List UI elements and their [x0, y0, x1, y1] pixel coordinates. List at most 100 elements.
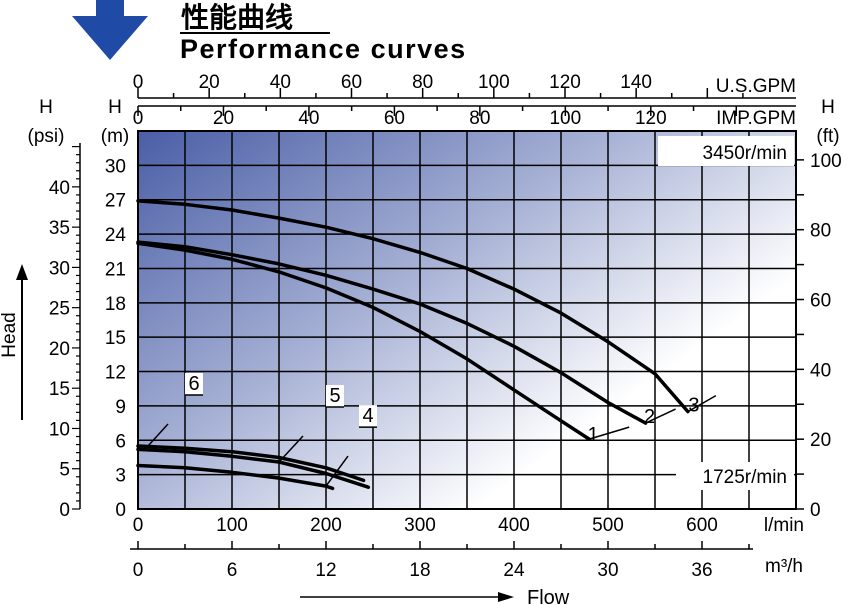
- head-psi-tick-label: 15: [49, 379, 70, 400]
- speed-low-label-box: [676, 462, 794, 490]
- impgpm-tick-label: 40: [298, 108, 319, 129]
- curve-4-label-box: [359, 405, 377, 428]
- head-psi-tick-label: 40: [49, 178, 70, 199]
- impgpm-axis-label: IMP.GPM: [716, 108, 796, 129]
- head-m-tick-label: 9: [115, 397, 126, 418]
- head-psi-tick-label: 25: [49, 299, 70, 320]
- head-m-tick-label: 18: [105, 294, 126, 315]
- m3h-tick-label: 12: [315, 560, 336, 581]
- impgpm-tick-label: 120: [635, 108, 667, 129]
- head-m-tick-label: 3: [115, 466, 126, 487]
- m3h-tick-label: 18: [409, 560, 430, 581]
- speed-low-label: 1725r/min: [703, 467, 788, 488]
- curve-6: [136, 444, 366, 483]
- ylabel: Head: [0, 312, 20, 357]
- head-psi-axis: H (psi) 0 5 10 15 20 25 30 35 40: [28, 97, 81, 521]
- lmin-axis: 0 100 200 300 400 500 600: [133, 515, 718, 536]
- head-axis-title: Head: [0, 264, 28, 420]
- curve-labels: 1 2 3 45 6: [147, 373, 717, 487]
- usgpm-tick-label: 120: [549, 72, 581, 93]
- lmin-tick-label: 400: [498, 515, 530, 536]
- head-ft-tick-label: 40: [810, 360, 831, 381]
- usgpm-tick-label: 0: [133, 72, 144, 93]
- speed-high-label: 3450r/min: [703, 143, 788, 164]
- usgpm-axis-label: U.S.GPM: [716, 76, 796, 97]
- lmin-tick-label: 500: [592, 515, 624, 536]
- head-ft-label-unit: (ft): [816, 126, 839, 147]
- usgpm-tick-label: 80: [412, 72, 433, 93]
- lmin-axis-label: l/min: [764, 515, 804, 536]
- head-ft-tick-label: 80: [810, 221, 831, 242]
- lmin-tick-label: 0: [133, 515, 144, 536]
- impgpm-tick-label: 20: [213, 108, 234, 129]
- head-ft-tick-label: 0: [810, 500, 821, 521]
- impgpm-tick-label: 60: [384, 108, 405, 129]
- down-arrow-icon: [72, 0, 148, 60]
- head-m-tick-label: 0: [115, 500, 126, 521]
- curve-5-leader: [278, 435, 304, 463]
- curve-5-label-box: [326, 385, 344, 408]
- m3h-tick-label: 24: [503, 560, 525, 581]
- head-m-tick-label: 6: [115, 431, 126, 452]
- head-ft-tick-label: 60: [810, 291, 831, 312]
- head-psi-tick-label: 20: [49, 339, 70, 360]
- head-ft-axis: H (ft) 0 20 40 60 80 100: [796, 97, 842, 521]
- pump-curves: [136, 199, 690, 491]
- head-m-tick-label: 30: [105, 156, 126, 177]
- usgpm-tick-label: 40: [270, 72, 291, 93]
- curve-1-leader: [588, 426, 630, 440]
- head-ft-tick-label: 20: [810, 430, 831, 451]
- curve-6-leader: [147, 423, 169, 447]
- up-arrow-icon: [16, 264, 28, 280]
- curve-6-label: 6: [188, 373, 199, 395]
- impgpm-tick-label: 0: [133, 108, 144, 129]
- gridlines: [138, 131, 796, 509]
- curve-2: [136, 240, 648, 425]
- flow-axis-title: Flow: [300, 587, 570, 605]
- title-english: Performance curves: [180, 34, 467, 64]
- usgpm-tick-label: 20: [199, 72, 220, 93]
- curve-3: [136, 199, 690, 414]
- head-ft-label-top: H: [821, 97, 835, 118]
- lmin-tick-label: 200: [310, 515, 342, 536]
- head-psi-tick-label: 30: [49, 258, 70, 279]
- impgpm-axis: 0 20 40 60 80 100 120 IMP.GPM: [133, 105, 796, 129]
- plot-frame: [137, 130, 797, 510]
- curve-2-label: 2: [644, 406, 655, 428]
- curve-3-leader: [687, 394, 717, 413]
- head-m-tick-label: 27: [105, 191, 126, 212]
- m3h-tick-label: 0: [133, 560, 144, 581]
- curve-2-leader: [645, 408, 676, 424]
- curve-4-leader: [325, 455, 349, 487]
- m3h-tick-label: 36: [691, 560, 712, 581]
- curve-4-label: 4: [362, 405, 373, 427]
- head-psi-label-top: H: [39, 97, 53, 118]
- head-m-tick-label: 21: [105, 259, 126, 280]
- curve-4: [136, 463, 335, 491]
- head-psi-tick-label: 35: [49, 218, 70, 239]
- usgpm-axis: 0 20 40 60 80 100 120 140 U.S.GPM: [133, 72, 796, 99]
- head-psi-tick-label: 10: [49, 419, 70, 440]
- impgpm-tick-label: 80: [469, 108, 490, 129]
- m3h-tick-label: 30: [597, 560, 618, 581]
- head-psi-tick-label: 0: [59, 500, 70, 521]
- head-m-label-top: H: [108, 97, 122, 118]
- curve-1-label: 1: [588, 424, 599, 446]
- curve-5-label: 5: [329, 385, 340, 407]
- title-chinese: 性能曲线: [181, 2, 293, 33]
- head-m-label-unit: (m): [101, 126, 129, 147]
- m3h-axis: 0 6 12 18 24 30 36 m³/h: [130, 541, 803, 581]
- lmin-tick-label: 300: [404, 515, 436, 536]
- curve-1: [136, 241, 591, 441]
- usgpm-tick-label: 60: [341, 72, 362, 93]
- usgpm-tick-label: 100: [478, 72, 510, 93]
- head-m-tick-label: 15: [105, 328, 126, 349]
- head-m-tick-label: 12: [105, 363, 126, 384]
- head-m-tick-label: 24: [105, 225, 127, 246]
- right-arrow-icon: [498, 592, 514, 602]
- xlabel: Flow: [527, 587, 570, 605]
- curve-6-label-box: [185, 373, 203, 395]
- speed-high-label-box: [658, 136, 794, 166]
- usgpm-tick-label: 140: [620, 72, 652, 93]
